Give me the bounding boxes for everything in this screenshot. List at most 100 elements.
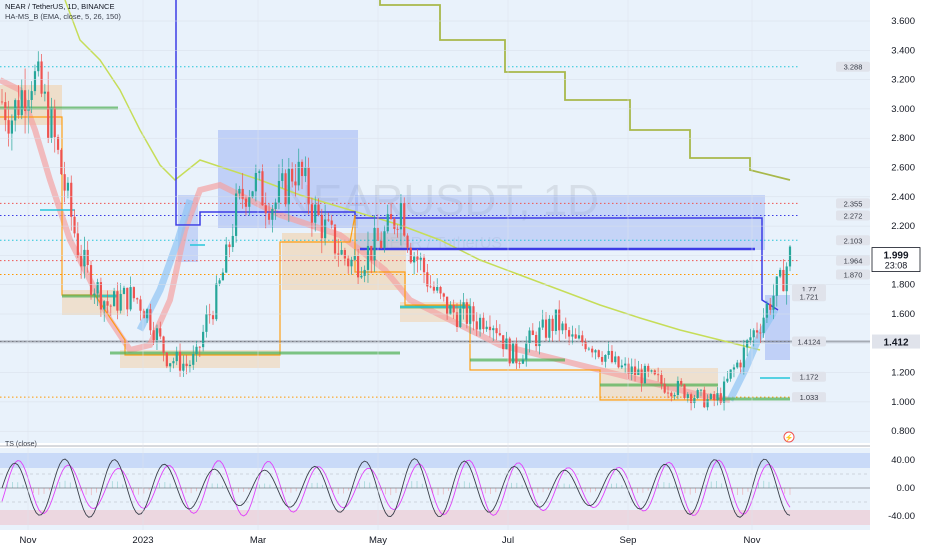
candle-body (630, 366, 633, 374)
x-tick-label: Jul (502, 535, 514, 546)
symbol-title[interactable]: NEAR / TetherUS, 1D, BINANCE (5, 2, 115, 11)
candle-body (439, 286, 442, 294)
candle-body (403, 203, 406, 236)
price-series (0, 51, 792, 411)
candle-body (673, 394, 676, 397)
candle-body (343, 250, 346, 259)
candle-body (614, 356, 617, 363)
candle-body (488, 326, 492, 331)
price-level-label: 1.172 (800, 373, 819, 382)
candle-body (746, 340, 749, 348)
ema-long-line (64, 0, 761, 351)
candle-body (221, 272, 225, 281)
price-level-tag (792, 291, 826, 302)
candle-body (366, 245, 370, 270)
candle-body (314, 204, 317, 223)
trail-stop-line (379, 0, 791, 181)
reference-price-label: 1.412 (883, 338, 908, 349)
price-level-tag (792, 371, 826, 382)
candle-body (93, 293, 96, 295)
candle-body (607, 350, 610, 355)
candle-body (7, 120, 10, 134)
candle-body (610, 350, 614, 363)
candle-body (254, 172, 257, 192)
candle-body (373, 227, 376, 261)
price-level-label: 1.033 (800, 393, 819, 402)
candle-body (333, 224, 337, 254)
candle-body (56, 137, 60, 150)
candle-body (208, 314, 211, 316)
candle-body (300, 161, 304, 177)
candle-body (96, 282, 99, 294)
indicator-title[interactable]: HA-MS_B (EMA, close, 5, 26, 150) (5, 12, 121, 21)
candle-body (422, 257, 426, 273)
symbol-watermark: NEARUSDT, 1D (281, 176, 599, 225)
candle-body (234, 193, 238, 236)
osc-main-line (1, 458, 791, 518)
candle-body (142, 310, 145, 319)
candle-body (478, 317, 482, 330)
candle-body (604, 354, 607, 362)
candle-body (742, 347, 745, 368)
candle-body (109, 305, 112, 307)
candle-body (17, 100, 20, 116)
candle-body (139, 299, 142, 311)
candle-body (106, 301, 109, 306)
candle-body (538, 327, 541, 347)
candle-body (551, 318, 554, 332)
candle-body (462, 302, 465, 309)
candle-body (716, 393, 719, 401)
candle-body (119, 293, 122, 311)
candle-body (60, 149, 63, 175)
candle-body (759, 332, 762, 334)
price-level-tag (836, 255, 870, 266)
candle-body (587, 348, 590, 350)
candle-body (317, 204, 320, 215)
candle-body (225, 244, 228, 273)
candle-body (155, 328, 159, 341)
y-tick-label: 2.800 (891, 133, 915, 144)
candle-body (205, 314, 208, 332)
x-tick-label: Nov (744, 535, 761, 546)
event-marker-glyph: ⚡ (785, 433, 794, 442)
candle-body (383, 231, 386, 248)
zone-box (0, 510, 870, 525)
current-price-tag (871, 247, 921, 272)
candle-body (429, 286, 432, 288)
candle-body (597, 350, 600, 357)
candle-body (722, 381, 726, 403)
candle-body (99, 282, 103, 310)
candle-body (426, 272, 429, 287)
candle-body (558, 309, 561, 331)
y-tick-label: 1.200 (891, 368, 915, 379)
candle-body (554, 309, 558, 332)
candle-body (749, 337, 752, 341)
candle-body (492, 328, 495, 331)
event-marker-icon[interactable] (783, 431, 795, 443)
candle-body (274, 202, 277, 210)
price-level-tag (836, 61, 870, 72)
candle-body (581, 335, 584, 343)
y-tick-label: 3.200 (891, 75, 915, 86)
candle-body (531, 330, 534, 335)
candle-body (304, 167, 307, 177)
candle-body (113, 291, 116, 307)
candle-body (103, 301, 106, 310)
candle-body (347, 258, 350, 267)
y-tick-label: 2.600 (891, 163, 915, 174)
candle-body (498, 333, 501, 336)
candle-body (779, 269, 782, 277)
candle-body (327, 219, 330, 221)
y-tick-label: 3.600 (891, 16, 915, 27)
candle-body (511, 342, 515, 364)
y-tick-label: 1.800 (891, 280, 915, 291)
reference-price-tag (872, 334, 920, 349)
candle-body (571, 334, 574, 337)
oscillator-title[interactable]: TS (close) (5, 441, 37, 448)
ema-band-red (0, 77, 731, 403)
candle-body (244, 198, 248, 207)
candle-body (389, 214, 393, 220)
candle-body (432, 286, 436, 291)
